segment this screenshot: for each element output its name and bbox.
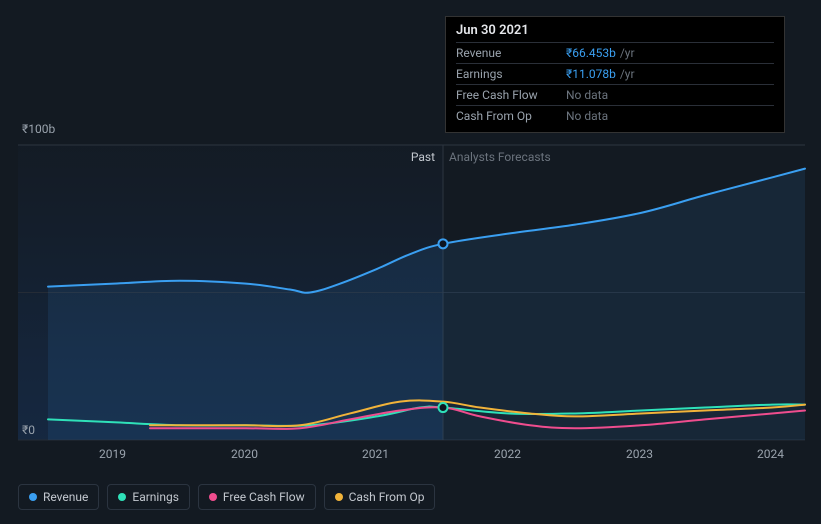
tooltip-row-label: Cash From Op: [456, 109, 566, 123]
tooltip-row-value: No data: [566, 88, 608, 102]
legend-dot-icon: [335, 493, 343, 501]
tooltip-row-unit: /yr: [620, 67, 635, 81]
tooltip-row-value: ₹66.453b: [566, 46, 616, 60]
tooltip-row-value: No data: [566, 109, 608, 123]
chart-tooltip: Jun 30 2021 Revenue₹66.453b/yrEarnings₹1…: [445, 16, 785, 133]
legend-dot-icon: [209, 493, 217, 501]
x-tick-label: 2024: [757, 447, 784, 461]
tooltip-date: Jun 30 2021: [456, 23, 774, 42]
y-axis-top-label: ₹100b: [22, 122, 55, 136]
financial-chart: ₹100b ₹0 Past Analysts Forecasts 2019 202…: [0, 0, 821, 524]
x-tick-label: 2020: [231, 447, 258, 461]
legend-item-label: Earnings: [132, 490, 179, 504]
x-tick-label: 2023: [626, 447, 653, 461]
chart-legend: Revenue Earnings Free Cash Flow Cash From O…: [18, 484, 435, 510]
legend-item-label: Cash From Op: [349, 490, 425, 504]
x-tick-label: 2019: [99, 447, 126, 461]
tooltip-row: Free Cash FlowNo data: [456, 84, 774, 105]
legend-item-label: Free Cash Flow: [223, 490, 305, 504]
section-label-forecast: Analysts Forecasts: [449, 150, 551, 164]
legend-item[interactable]: Earnings: [107, 484, 190, 510]
tooltip-row-value: ₹11.078b: [566, 67, 616, 81]
section-label-past: Past: [411, 150, 435, 164]
legend-item[interactable]: Cash From Op: [324, 484, 436, 510]
tooltip-row-label: Free Cash Flow: [456, 88, 566, 102]
tooltip-row: Cash From OpNo data: [456, 105, 774, 126]
tooltip-row: Revenue₹66.453b/yr: [456, 42, 774, 63]
legend-dot-icon: [118, 493, 126, 501]
tooltip-row-label: Revenue: [456, 46, 566, 60]
legend-dot-icon: [29, 493, 37, 501]
x-tick-label: 2021: [362, 447, 389, 461]
x-tick-label: 2022: [494, 447, 521, 461]
tooltip-row-unit: /yr: [620, 46, 635, 60]
legend-item[interactable]: Revenue: [18, 484, 99, 510]
legend-item[interactable]: Free Cash Flow: [198, 484, 316, 510]
tooltip-row: Earnings₹11.078b/yr: [456, 63, 774, 84]
tooltip-row-label: Earnings: [456, 67, 566, 81]
legend-item-label: Revenue: [43, 490, 88, 504]
y-axis-bottom-label: ₹0: [22, 423, 35, 437]
